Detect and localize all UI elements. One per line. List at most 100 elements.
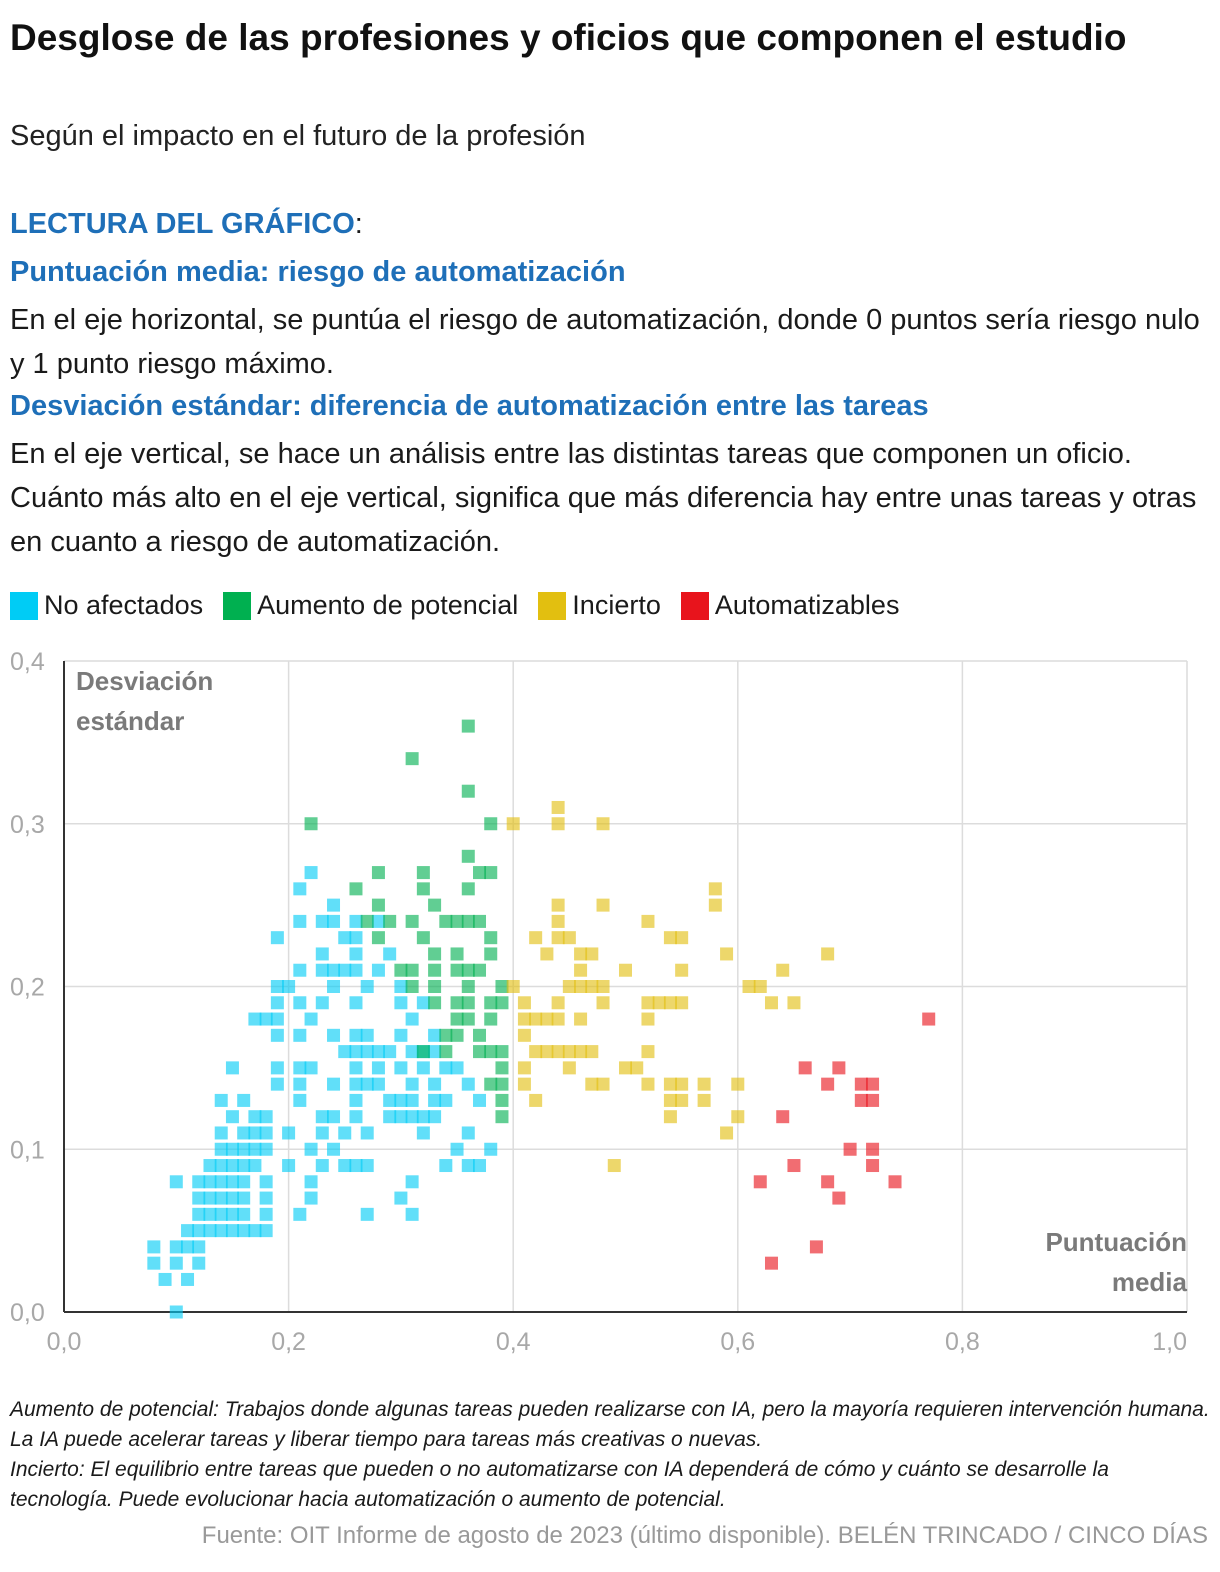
data-point-incierto	[753, 980, 767, 993]
data-point-aumento-de-potencial	[450, 963, 464, 977]
data-point-aumento-de-potencial	[495, 1093, 509, 1107]
data-point-no-afectados	[203, 1175, 217, 1189]
data-point-aumento-de-potencial	[495, 1110, 509, 1124]
data-point-no-afectados	[383, 1093, 397, 1107]
data-point-incierto	[596, 1077, 610, 1091]
data-point-no-afectados	[214, 1224, 228, 1238]
reading-guide-colon: :	[354, 208, 363, 240]
data-point-no-afectados	[192, 1256, 206, 1270]
data-point-no-afectados	[237, 1207, 251, 1221]
data-point-no-afectados	[349, 947, 363, 961]
data-point-incierto	[675, 1093, 689, 1107]
x-tick-label: 0,4	[496, 1328, 531, 1356]
data-point-aumento-de-potencial	[439, 1045, 453, 1059]
x-tick-label: 0,2	[271, 1328, 306, 1356]
data-point-aumento-de-potencial	[484, 947, 498, 961]
data-point-aumento-de-potencial	[416, 931, 430, 945]
data-point-automatizables	[854, 1093, 868, 1107]
data-point-no-afectados	[169, 1240, 183, 1254]
data-point-aumento-de-potencial	[473, 1045, 487, 1059]
data-point-no-afectados	[214, 1207, 228, 1221]
data-point-incierto	[731, 1110, 745, 1124]
data-point-no-afectados	[349, 1028, 363, 1042]
data-point-no-afectados	[360, 1126, 374, 1140]
data-point-no-afectados	[248, 1159, 262, 1173]
y-axis-explainer-text: En el eje vertical, se hace un análisis …	[10, 438, 1197, 558]
data-point-no-afectados	[461, 1159, 475, 1173]
data-point-incierto	[529, 1093, 543, 1107]
data-point-no-afectados	[394, 1028, 408, 1042]
data-point-no-afectados	[181, 1272, 195, 1286]
data-point-aumento-de-potencial	[450, 996, 464, 1010]
data-point-incierto	[607, 1159, 621, 1173]
legend-label-automatizables: Automatizables	[714, 590, 900, 620]
data-point-no-afectados	[293, 1028, 307, 1042]
data-point-automatizables	[809, 1240, 823, 1254]
data-point-incierto	[787, 996, 801, 1010]
data-point-no-afectados	[304, 866, 318, 880]
y-tick-label: 0,4	[10, 648, 45, 676]
x-tick-label: 0,6	[720, 1328, 755, 1356]
data-point-incierto	[764, 996, 778, 1010]
footnote-aumento-de-potencial: Aumento de potencial: Trabajos donde alg…	[10, 1398, 1210, 1451]
y-tick-label: 0,2	[10, 974, 45, 1002]
data-point-incierto	[551, 817, 565, 831]
data-point-no-afectados	[293, 1061, 307, 1075]
data-point-incierto	[663, 1110, 677, 1124]
data-point-no-afectados	[225, 1224, 239, 1238]
data-point-no-afectados	[383, 947, 397, 961]
data-point-incierto	[551, 1045, 565, 1059]
data-point-no-afectados	[428, 1077, 442, 1091]
data-point-incierto	[574, 963, 588, 977]
data-point-no-afectados	[270, 996, 284, 1010]
data-point-no-afectados	[259, 1110, 273, 1124]
data-point-incierto	[708, 882, 722, 896]
data-point-no-afectados	[248, 1224, 262, 1238]
data-point-no-afectados	[248, 1126, 262, 1140]
data-point-automatizables	[888, 1175, 902, 1189]
data-point-no-afectados	[214, 1159, 228, 1173]
data-point-no-afectados	[405, 1110, 419, 1124]
legend-item-aumento-de-potencial: Aumento de potencial	[223, 590, 518, 621]
data-point-no-afectados	[304, 1175, 318, 1189]
data-point-incierto	[641, 996, 655, 1010]
data-point-no-afectados	[225, 1175, 239, 1189]
data-point-incierto	[697, 1077, 711, 1091]
data-point-incierto	[562, 1061, 576, 1075]
data-point-no-afectados	[394, 1093, 408, 1107]
data-point-no-afectados	[293, 1207, 307, 1221]
data-point-incierto	[540, 947, 554, 961]
data-point-incierto	[551, 1012, 565, 1026]
data-point-no-afectados	[349, 963, 363, 977]
data-point-incierto	[641, 1045, 655, 1059]
data-point-no-afectados	[450, 1142, 464, 1156]
data-point-incierto	[517, 996, 531, 1010]
footnote-incierto: Incierto: El equilibrio entre tareas que…	[10, 1458, 1109, 1511]
data-point-no-afectados	[360, 1077, 374, 1091]
legend-label-incierto: Incierto	[572, 590, 661, 620]
data-point-automatizables	[866, 1077, 880, 1091]
data-point-no-afectados	[282, 980, 296, 993]
data-point-no-afectados	[371, 963, 385, 977]
data-point-incierto	[517, 1012, 531, 1026]
legend: No afectados Aumento de potencial Incier…	[10, 590, 919, 621]
data-point-incierto	[506, 817, 520, 831]
data-point-aumento-de-potencial	[405, 752, 419, 766]
data-point-no-afectados	[293, 1093, 307, 1107]
data-point-no-afectados	[405, 1045, 419, 1059]
legend-swatch-aumento-de-potencial	[223, 591, 252, 620]
data-point-aumento-de-potencial	[495, 1045, 509, 1059]
data-point-no-afectados	[338, 963, 352, 977]
data-point-no-afectados	[259, 1224, 273, 1238]
data-point-incierto	[776, 963, 790, 977]
data-point-automatizables	[776, 1110, 790, 1124]
data-point-no-afectados	[203, 1159, 217, 1173]
data-point-no-afectados	[360, 1159, 374, 1173]
data-point-no-afectados	[349, 1077, 363, 1091]
data-point-aumento-de-potencial	[439, 1028, 453, 1042]
data-point-aumento-de-potencial	[428, 898, 442, 912]
data-point-no-afectados	[237, 1126, 251, 1140]
data-point-aumento-de-potencial	[371, 866, 385, 880]
legend-swatch-automatizables	[680, 591, 709, 620]
data-point-incierto	[551, 898, 565, 912]
